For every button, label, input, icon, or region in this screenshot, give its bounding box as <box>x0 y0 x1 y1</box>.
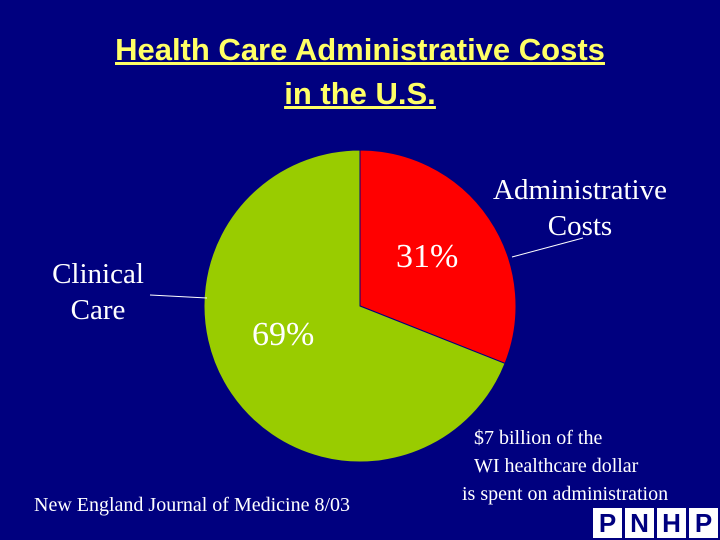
pnhp-logo-letter-p2: P <box>689 508 718 538</box>
admin-costs-label: Administrative Costs <box>470 172 690 244</box>
admin-costs-label-line-1: Administrative <box>493 174 667 206</box>
clinical-care-label-line-1: Clinical <box>52 258 144 290</box>
source-citation: New England Journal of Medicine 8/03 <box>34 494 351 516</box>
admin-percent-label: 31% <box>396 238 459 275</box>
pnhp-logo: P N H P <box>593 508 718 538</box>
pnhp-logo-letter-p: P <box>593 508 622 538</box>
pnhp-logo-letter-h: H <box>657 508 686 538</box>
clinical-leader-line <box>149 294 208 299</box>
chart-title-line-2: in the U.S. <box>284 76 436 111</box>
clinical-percent-label: 69% <box>252 316 315 353</box>
pie-slice-administrative-costs <box>359 149 517 365</box>
pnhp-logo-letter-n: N <box>625 508 654 538</box>
admin-leader-line <box>511 237 584 258</box>
chart-title: Health Care Administrative Costs in the … <box>0 28 720 116</box>
clinical-care-label: Clinical Care <box>28 256 168 328</box>
wi-note-line-2: WI healthcare dollar <box>474 455 639 477</box>
chart-title-line-1: Health Care Administrative Costs <box>115 32 605 67</box>
admin-costs-label-line-2: Costs <box>547 210 613 242</box>
clinical-care-label-line-2: Care <box>70 294 126 326</box>
pie-slice-clinical-care <box>203 149 506 463</box>
wi-note-line-1: $7 billion of the <box>474 427 603 449</box>
wi-note: $7 billion of the WI healthcare dollar i… <box>462 424 668 508</box>
wi-note-line-3: is spent on administration <box>462 483 669 505</box>
